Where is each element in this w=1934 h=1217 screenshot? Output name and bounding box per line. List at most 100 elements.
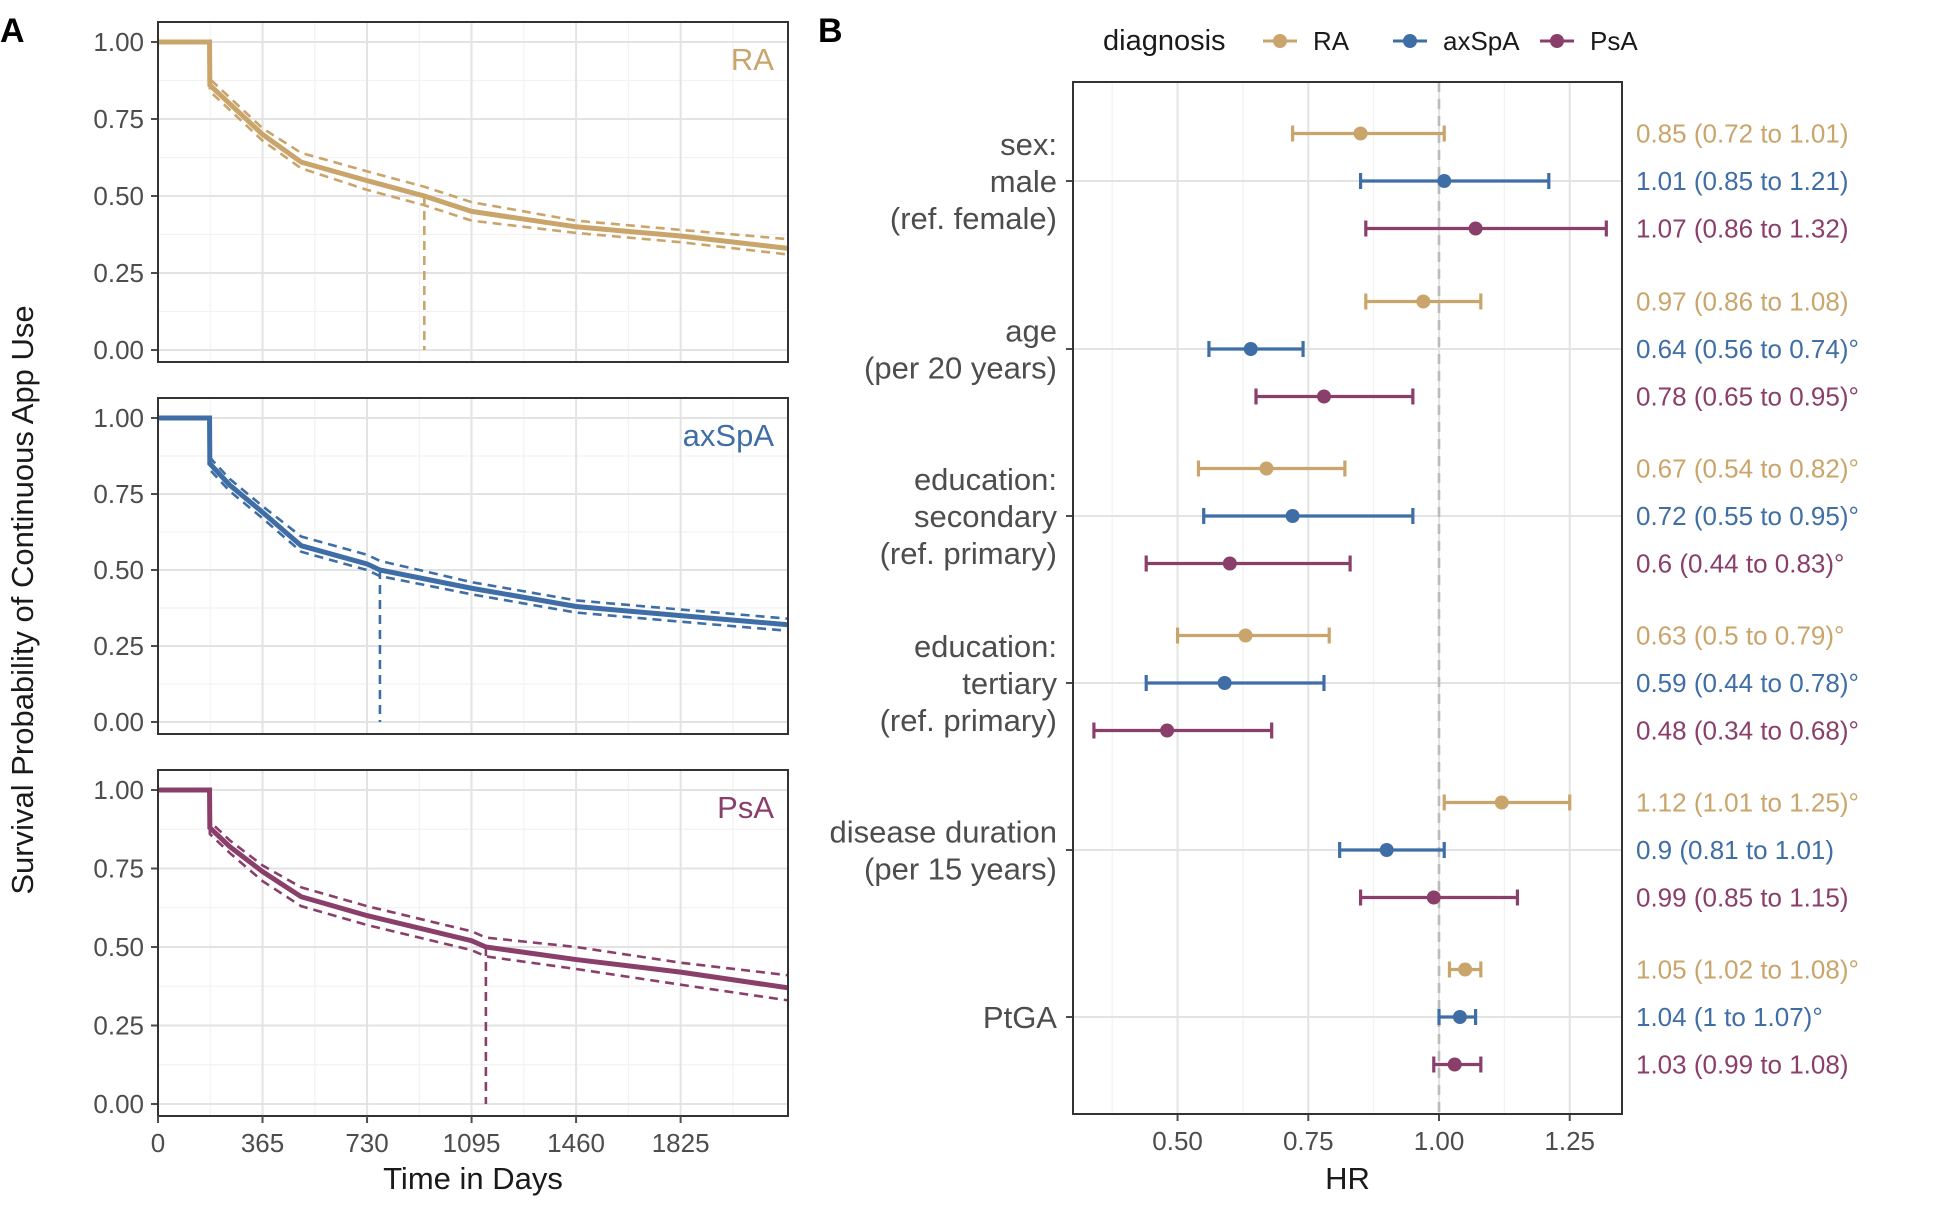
covariate-label: (ref. female) <box>890 201 1057 236</box>
covariate-label: (ref. primary) <box>880 703 1057 738</box>
y-tick-label: 0.00 <box>93 335 144 365</box>
hr-text-label: 1.01 (0.85 to 1.21) <box>1636 166 1848 196</box>
y-tick-label: 0.25 <box>93 631 144 661</box>
covariate-group: sex:male(ref. female) 0.85 (0.72 to 1.01)… <box>890 119 1849 244</box>
hr-point <box>1447 1057 1462 1072</box>
y-tick-label: 1.00 <box>93 775 144 805</box>
x-tick-label: 365 <box>241 1128 284 1158</box>
facet-label: RA <box>731 42 774 77</box>
legend-entry-ra: RA <box>1263 26 1350 56</box>
hr-point <box>1452 1010 1467 1024</box>
hr-point <box>1426 890 1441 905</box>
hr-point <box>1353 126 1368 141</box>
x-tick-label: 1.25 <box>1544 1126 1595 1156</box>
y-tick-label: 1.00 <box>93 403 144 433</box>
covariate-label: (per 20 years) <box>864 351 1057 386</box>
hr-text-label: 1.12 (1.01 to 1.25)° <box>1636 788 1859 818</box>
hr-text-label: 1.07 (0.86 to 1.32) <box>1636 214 1848 244</box>
facet-label: PsA <box>717 790 774 825</box>
hr-text-label: 0.97 (0.86 to 1.08) <box>1636 287 1848 317</box>
hr-text-label: 0.72 (0.55 to 0.95)° <box>1636 501 1859 531</box>
estimate-psa: 0.78 (0.65 to 0.95)° <box>1254 382 1859 412</box>
hr-point <box>1243 342 1258 356</box>
covariate-label: male <box>990 164 1057 199</box>
hr-text-label: 0.67 (0.54 to 0.82)° <box>1636 454 1859 484</box>
legend-title: diagnosis <box>1103 25 1226 57</box>
estimate-ra: 0.67 (0.54 to 0.82)° <box>1196 454 1859 484</box>
hr-text-label: 0.64 (0.56 to 0.74)° <box>1636 334 1859 364</box>
hr-point <box>1316 389 1331 404</box>
estimate-axspa: 0.59 (0.44 to 0.78)° <box>1144 668 1859 698</box>
estimate-axspa: 1.04 (1 to 1.07)° <box>1437 1002 1823 1032</box>
x-tick-label: 1825 <box>652 1128 710 1158</box>
legend-entry-psa: PsA <box>1540 26 1638 56</box>
hr-text-label: 0.6 (0.44 to 0.83)° <box>1636 549 1844 579</box>
hr-text-label: 0.48 (0.34 to 0.68)° <box>1636 716 1859 746</box>
hr-point <box>1494 795 1509 810</box>
x-tick-label: 1460 <box>547 1128 605 1158</box>
hr-text-label: 0.78 (0.65 to 0.95)° <box>1636 382 1859 412</box>
y-tick-label: 0.75 <box>93 104 144 134</box>
facet-label: axSpA <box>683 418 775 453</box>
survival-line <box>158 787 789 991</box>
estimate-ra: 1.12 (1.01 to 1.25)° <box>1442 788 1859 818</box>
forest-panel: diagnosis RA axSpA PsA 0.50 0.75 1.00 1.25 sex:m… <box>830 25 1859 1196</box>
legend: diagnosis RA axSpA PsA <box>1103 25 1638 57</box>
y-axis-title: Survival Probability of Continuous App U… <box>5 305 40 894</box>
hr-text-label: 0.9 (0.81 to 1.01) <box>1636 835 1834 865</box>
estimate-ra: 1.05 (1.02 to 1.08)° <box>1447 955 1859 985</box>
estimate-psa: 0.6 (0.44 to 0.83)° <box>1144 549 1844 579</box>
y-tick-label: 0.50 <box>93 932 144 962</box>
estimate-ra: 0.97 (0.86 to 1.08) <box>1364 287 1848 317</box>
plot-border <box>1072 81 1623 1115</box>
x-tick-label: 1095 <box>443 1128 501 1158</box>
survival-line <box>158 415 789 628</box>
legend-label: RA <box>1313 26 1350 56</box>
hr-point <box>1458 962 1473 977</box>
covariate-group: age(per 20 years) 0.97 (0.86 to 1.08) 0.64… <box>864 287 1859 412</box>
estimate-axspa: 0.64 (0.56 to 0.74)° <box>1207 334 1859 364</box>
legend-label: axSpA <box>1443 26 1520 56</box>
facet-psa: 0.00 0.25 0.50 0.75 1.00 PsA <box>93 769 789 1119</box>
x-tick-label: 0 <box>151 1128 165 1158</box>
estimate-axspa: 1.01 (0.85 to 1.21) <box>1358 166 1848 196</box>
plot-border <box>157 769 789 1117</box>
legend-key-point <box>1403 34 1417 48</box>
hr-point <box>1468 221 1483 236</box>
y-tick-label: 0.75 <box>93 854 144 884</box>
y-tick-label: 0.50 <box>93 555 144 585</box>
estimate-psa: 1.03 (0.99 to 1.08) <box>1432 1050 1848 1080</box>
hr-point <box>1437 174 1452 188</box>
x-tick-label: 1.00 <box>1414 1126 1465 1156</box>
x-tick-label: 0.50 <box>1152 1126 1203 1156</box>
covariate-label: tertiary <box>962 666 1057 701</box>
legend-label: PsA <box>1590 26 1638 56</box>
y-tick-label: 0.25 <box>93 258 144 288</box>
covariate-group: education:tertiary(ref. primary) 0.63 (0.… <box>880 621 1859 746</box>
covariate-group: PtGA 1.05 (1.02 to 1.08)° 1.04 (1 to 1.07)… <box>983 955 1859 1080</box>
covariate-label: sex: <box>1000 127 1057 162</box>
covariate-label: PtGA <box>983 1000 1057 1035</box>
x-axis-title: HR <box>1325 1161 1370 1196</box>
hr-text-label: 1.04 (1 to 1.07)° <box>1636 1002 1823 1032</box>
hr-point <box>1416 294 1431 309</box>
y-tick-label: 1.00 <box>93 27 144 57</box>
plot-border <box>157 397 789 735</box>
legend-key-point <box>1550 34 1564 48</box>
hr-point <box>1285 509 1300 523</box>
facet-ra: 0.00 0.25 0.50 0.75 1.00 RA <box>93 21 789 365</box>
ci-lower-line <box>158 788 789 1002</box>
hr-text-label: 1.03 (0.99 to 1.08) <box>1636 1050 1848 1080</box>
covariate-label: education: <box>914 629 1057 664</box>
hr-text-label: 0.99 (0.85 to 1.15) <box>1636 883 1848 913</box>
hr-point <box>1238 628 1253 643</box>
hr-point <box>1259 461 1274 476</box>
covariate-label: (per 15 years) <box>864 852 1057 887</box>
hr-point <box>1222 556 1237 571</box>
covariate-label: disease duration <box>830 815 1058 850</box>
estimate-ra: 0.63 (0.5 to 0.79)° <box>1175 621 1844 651</box>
y-tick-label: 0.25 <box>93 1011 144 1041</box>
legend-key-point <box>1273 34 1287 48</box>
hr-point <box>1160 723 1175 738</box>
